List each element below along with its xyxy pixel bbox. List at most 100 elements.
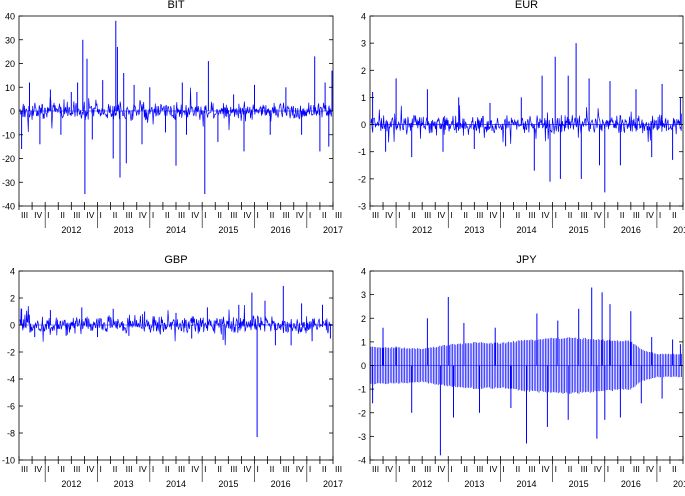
- x-quarter-label: III: [633, 210, 640, 220]
- y-tick-label: 2: [10, 294, 15, 304]
- chart-title: JPY: [516, 254, 537, 266]
- y-tick-label: -3: [358, 432, 366, 442]
- y-tick-label: 2: [361, 314, 366, 324]
- x-year-label: 2013: [114, 225, 134, 235]
- x-quarter-label: II: [322, 464, 327, 474]
- x-quarter-label: II: [620, 210, 625, 220]
- x-quarter-label: III: [476, 464, 483, 474]
- x-year-label: 2012: [61, 225, 81, 235]
- x-quarter-label: I: [152, 210, 154, 220]
- x-quarter-label: III: [424, 210, 431, 220]
- x-quarter-label: IV: [139, 210, 147, 220]
- x-year-label: 2014: [516, 479, 536, 489]
- x-quarter-label: IV: [594, 464, 602, 474]
- x-quarter-label: II: [165, 210, 170, 220]
- x-quarter-label: II: [217, 210, 222, 220]
- x-quarter-label: II: [568, 464, 573, 474]
- x-quarter-label: III: [581, 210, 588, 220]
- x-quarter-label: IV: [594, 210, 602, 220]
- x-year-label: 2017: [323, 479, 343, 489]
- y-tick-label: 2: [361, 66, 366, 76]
- x-quarter-label: III: [230, 210, 237, 220]
- x-year-label: 2014: [516, 225, 536, 235]
- x-quarter-label: IV: [86, 464, 94, 474]
- x-year-label: 2017: [673, 225, 685, 235]
- x-year-label: 2016: [271, 225, 291, 235]
- x-year-label: 2012: [412, 479, 432, 489]
- x-quarter-label: IV: [191, 464, 199, 474]
- y-tick-label: -8: [7, 429, 15, 439]
- x-quarter-label: I: [607, 464, 609, 474]
- x-year-label: 2017: [323, 225, 343, 235]
- x-quarter-label: III: [73, 210, 80, 220]
- x-quarter-label: II: [165, 464, 170, 474]
- y-tick-label: 3: [361, 39, 366, 49]
- x-quarter-label: III: [529, 464, 536, 474]
- x-year-label: 2012: [412, 225, 432, 235]
- x-quarter-label: II: [270, 464, 275, 474]
- x-quarter-label: II: [515, 210, 520, 220]
- x-quarter-label: IV: [489, 210, 497, 220]
- x-year-label: 2013: [114, 479, 134, 489]
- x-quarter-label: IV: [243, 210, 251, 220]
- x-quarter-label: III: [335, 464, 342, 474]
- y-tick-label: 1: [361, 93, 366, 103]
- x-quarter-label: II: [672, 210, 677, 220]
- x-year-label: 2016: [271, 479, 291, 489]
- x-quarter-label: I: [204, 210, 206, 220]
- x-quarter-label: III: [73, 464, 80, 474]
- x-year-label: 2016: [621, 225, 641, 235]
- x-quarter-label: I: [47, 210, 49, 220]
- x-quarter-label: III: [283, 210, 290, 220]
- x-quarter-label: I: [502, 464, 504, 474]
- x-quarter-label: III: [633, 464, 640, 474]
- x-quarter-label: IV: [385, 464, 393, 474]
- x-quarter-label: II: [672, 464, 677, 474]
- x-quarter-label: I: [398, 464, 400, 474]
- x-quarter-label: III: [178, 464, 185, 474]
- x-year-label: 2015: [569, 225, 589, 235]
- x-quarter-label: IV: [296, 464, 304, 474]
- x-quarter-label: IV: [34, 464, 42, 474]
- plot-frame: [18, 270, 334, 461]
- x-quarter-label: III: [372, 464, 379, 474]
- x-quarter-label: IV: [646, 210, 654, 220]
- x-quarter-label: II: [322, 210, 327, 220]
- x-quarter-label: II: [463, 464, 468, 474]
- y-tick-label: 3: [361, 290, 366, 300]
- x-quarter-label: II: [270, 210, 275, 220]
- y-tick-label: 1: [361, 337, 366, 347]
- x-quarter-label: I: [450, 464, 452, 474]
- y-tick-label: -4: [7, 375, 15, 385]
- y-tick-label: -40: [2, 202, 15, 212]
- y-tick-label: 4: [361, 267, 366, 277]
- x-quarter-label: I: [257, 210, 259, 220]
- x-quarter-label: I: [309, 210, 311, 220]
- x-quarter-label: II: [113, 210, 118, 220]
- y-tick-label: -4: [358, 456, 366, 466]
- x-quarter-label: IV: [489, 464, 497, 474]
- x-quarter-label: I: [47, 464, 49, 474]
- x-quarter-label: II: [113, 464, 118, 474]
- x-quarter-label: IV: [646, 464, 654, 474]
- y-tick-label: 0: [10, 107, 15, 117]
- y-tick-label: -6: [7, 402, 15, 412]
- x-quarter-label: II: [568, 210, 573, 220]
- x-quarter-label: IV: [139, 464, 147, 474]
- x-quarter-label: IV: [542, 210, 550, 220]
- y-tick-label: -2: [358, 408, 366, 418]
- x-quarter-label: III: [424, 464, 431, 474]
- x-quarter-label: I: [659, 210, 661, 220]
- x-quarter-label: II: [463, 210, 468, 220]
- x-quarter-label: III: [283, 464, 290, 474]
- y-tick-label: 0: [361, 120, 366, 130]
- y-tick-label: 0: [10, 321, 15, 331]
- y-tick-label: -1: [358, 147, 366, 157]
- x-quarter-label: IV: [243, 464, 251, 474]
- x-quarter-label: IV: [542, 464, 550, 474]
- x-quarter-label: I: [555, 210, 557, 220]
- x-quarter-label: I: [152, 464, 154, 474]
- x-quarter-label: II: [411, 210, 416, 220]
